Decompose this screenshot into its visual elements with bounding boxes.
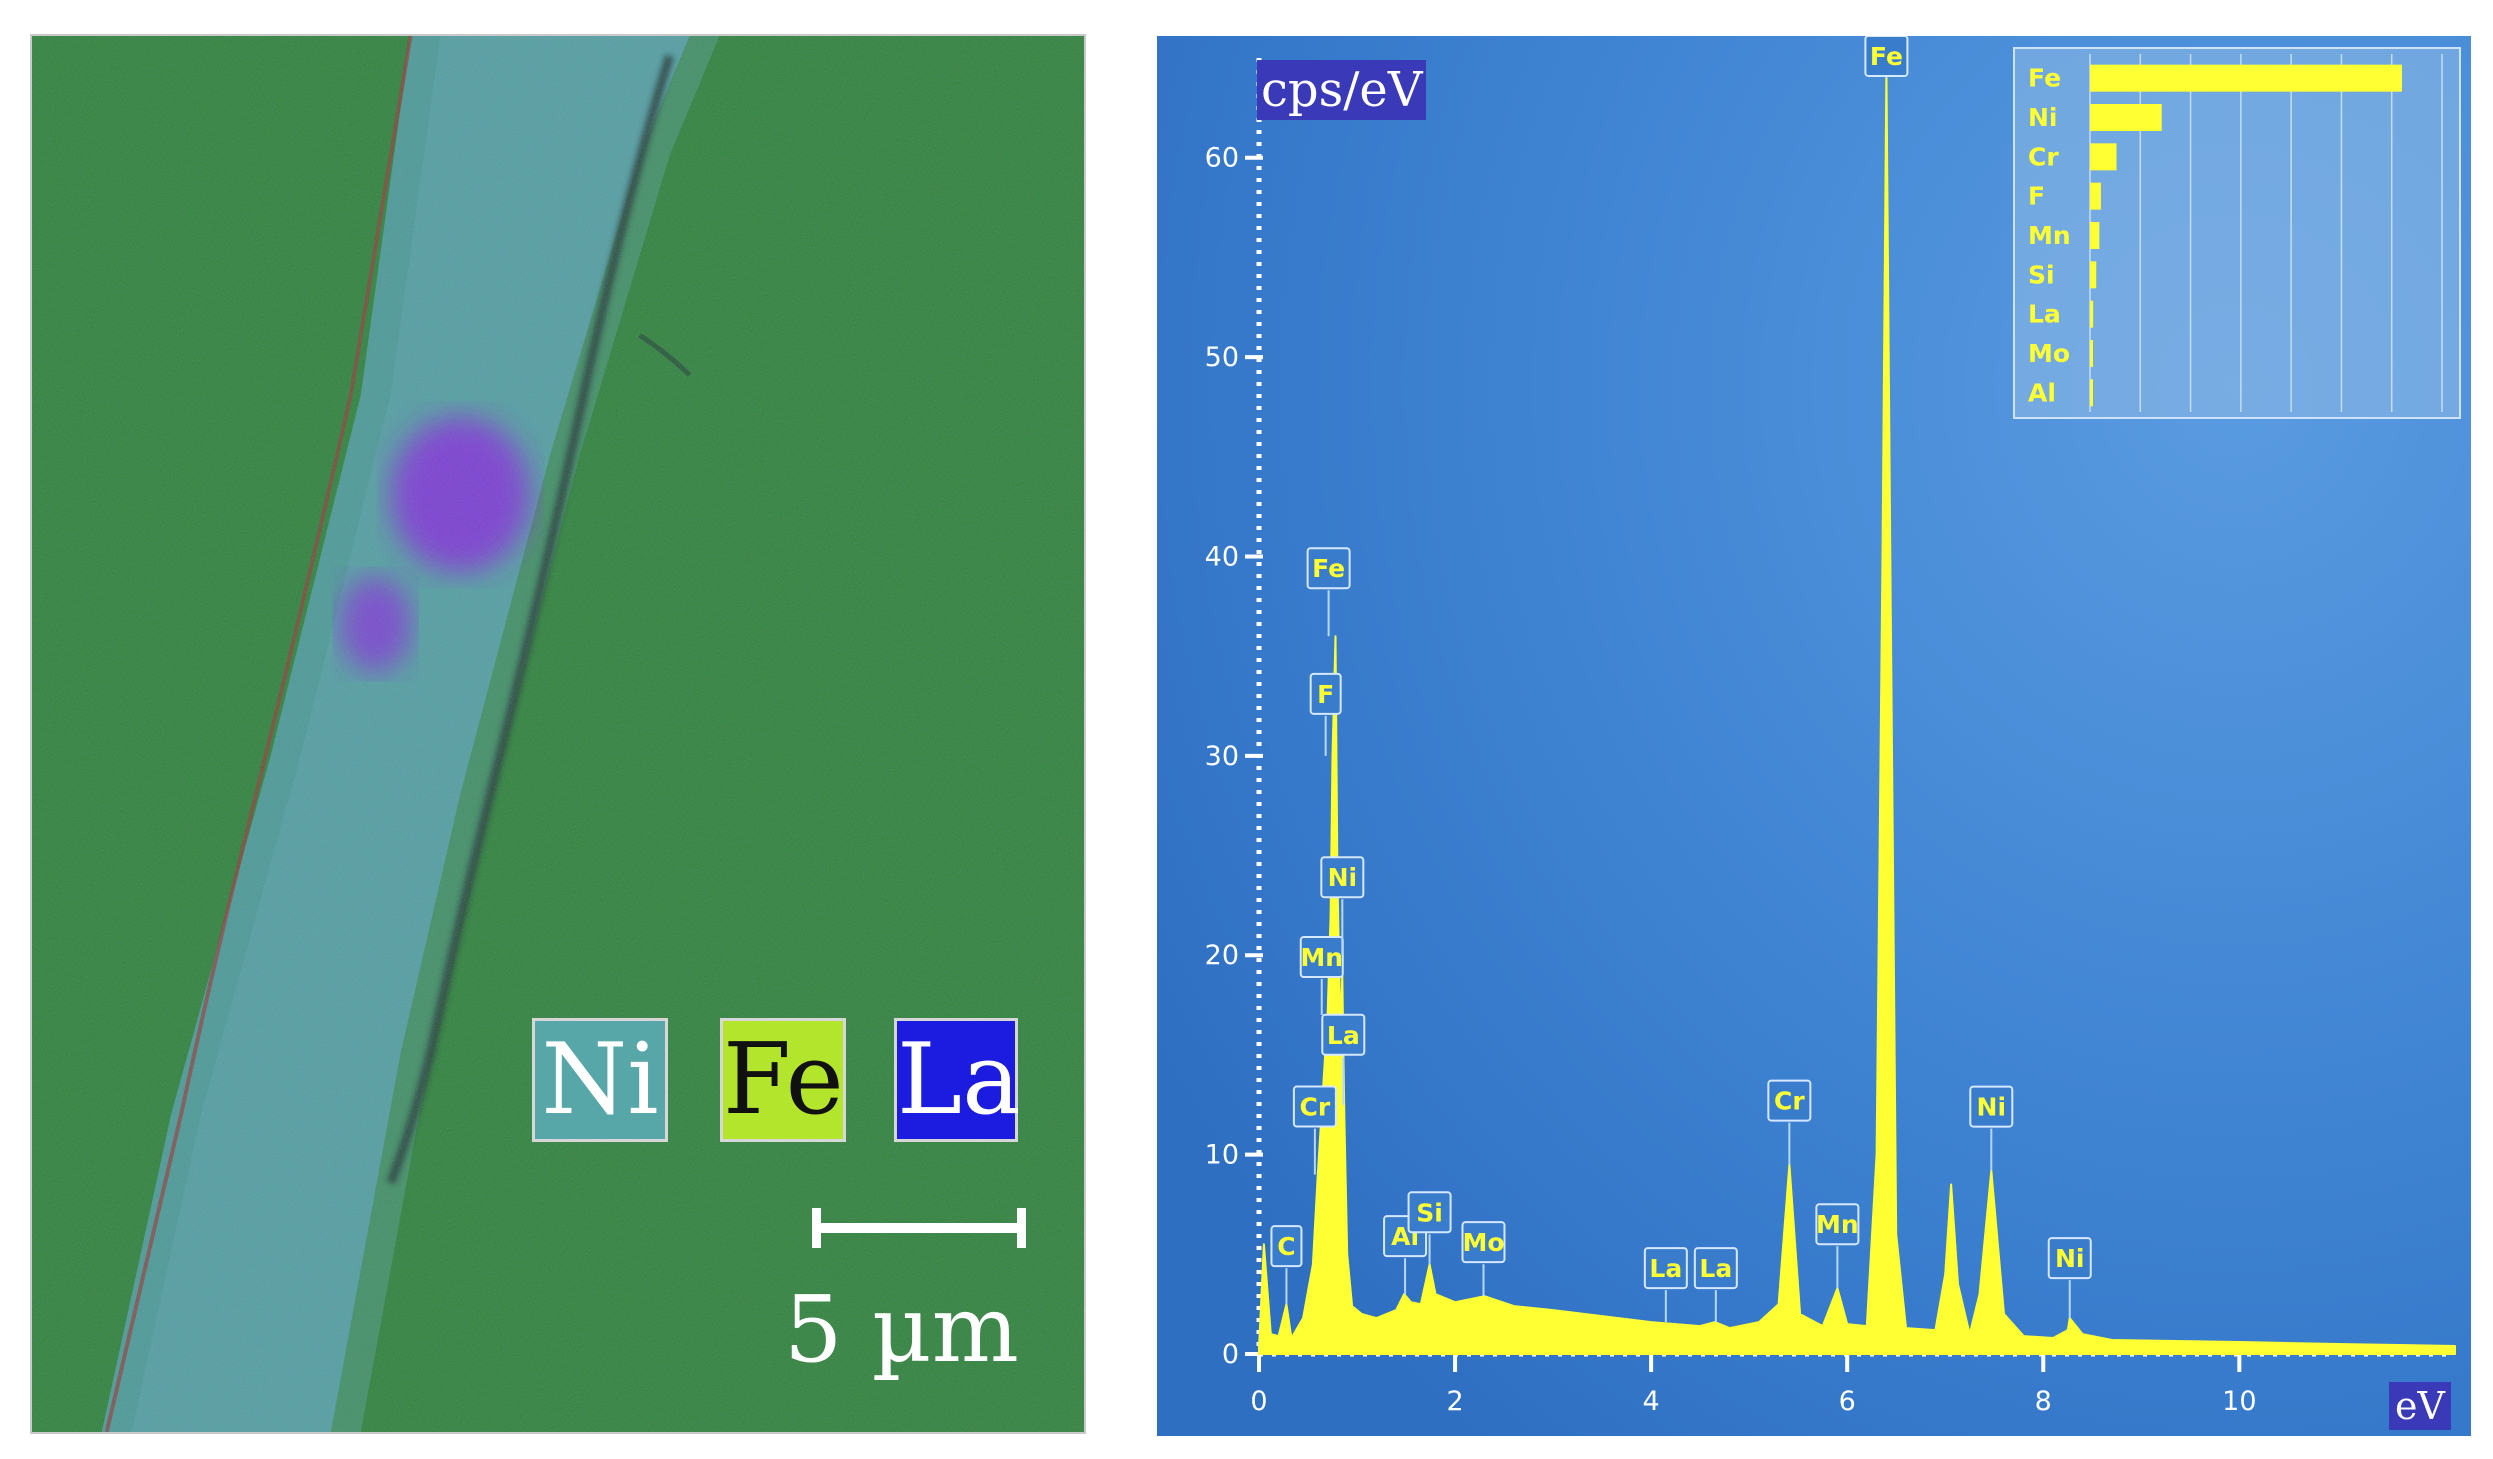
svg-text:La: La bbox=[1649, 1254, 1682, 1283]
peak-label-c: C bbox=[1270, 1225, 1303, 1305]
y-tick-label: 40 bbox=[1205, 541, 1239, 572]
eds-spectrum-chart: 0 10 20 30 40 50 60 0 2 4 6 8 10 C Cr Mn La Ni F Fe Al Si Mo L… bbox=[1157, 36, 2471, 1436]
peak-label-la: La bbox=[1693, 1247, 1738, 1323]
composition-inset bbox=[2013, 47, 2461, 419]
y-tick-label: 10 bbox=[1205, 1140, 1239, 1171]
svg-text:Cr: Cr bbox=[1774, 1087, 1805, 1116]
composition-bar-al: Al bbox=[2028, 378, 2093, 407]
y-tick-label: 20 bbox=[1205, 940, 1239, 971]
svg-text:Si: Si bbox=[1416, 1198, 1443, 1227]
svg-text:Ni: Ni bbox=[1328, 863, 1358, 892]
svg-text:Fe: Fe bbox=[2028, 64, 2061, 93]
peak-label-mo: Mo bbox=[1461, 1221, 1506, 1297]
svg-text:Cr: Cr bbox=[1300, 1093, 1331, 1122]
elemental-map: Ni Fe La 5 µm bbox=[30, 34, 1086, 1434]
x-tick-label: 0 bbox=[1250, 1386, 1267, 1417]
scale-bar-label: 5 µm bbox=[784, 1276, 1019, 1383]
svg-text:Ni: Ni bbox=[1977, 1093, 2007, 1122]
peak-label-f: F bbox=[1309, 672, 1342, 756]
composition-bar-si: Si bbox=[2028, 260, 2097, 289]
x-tick-label: 6 bbox=[1839, 1386, 1856, 1417]
peak-label-fe: Fe bbox=[1864, 36, 1909, 78]
svg-text:F: F bbox=[1317, 680, 1334, 709]
svg-text:Mn: Mn bbox=[1300, 943, 1343, 972]
y-tick-label: 0 bbox=[1222, 1339, 1239, 1370]
elemental-map-image bbox=[32, 36, 1084, 1432]
svg-text:Mo: Mo bbox=[2028, 339, 2070, 368]
svg-text:Al: Al bbox=[2028, 378, 2056, 407]
peak-label-ni: Ni bbox=[2047, 1237, 2092, 1319]
y-tick-label: 30 bbox=[1205, 741, 1239, 772]
peak-label-cr: Cr bbox=[1292, 1085, 1337, 1175]
svg-text:Mn: Mn bbox=[2028, 221, 2071, 250]
y-tick-label: 60 bbox=[1205, 143, 1239, 174]
composition-bar-la: La bbox=[2028, 300, 2094, 329]
composition-bar-ni: Ni bbox=[2028, 103, 2162, 132]
y-tick-label: 50 bbox=[1205, 342, 1239, 373]
peak-label-cr: Cr bbox=[1767, 1079, 1812, 1165]
composition-bar-mn: Mn bbox=[2028, 221, 2100, 250]
svg-text:La: La bbox=[1699, 1254, 1732, 1283]
legend-chip-ni: Ni bbox=[532, 1018, 668, 1142]
svg-text:Si: Si bbox=[2028, 260, 2055, 289]
peak-label-la: La bbox=[1643, 1247, 1688, 1323]
composition-bar-mo: Mo bbox=[2028, 339, 2093, 368]
x-tick-label: 8 bbox=[2035, 1386, 2052, 1417]
x-tick-label: 2 bbox=[1446, 1386, 1463, 1417]
legend-chip-la: La bbox=[894, 1018, 1021, 1142]
svg-text:Ni: Ni bbox=[2055, 1244, 2085, 1273]
peak-label-ni: Ni bbox=[1320, 856, 1365, 956]
x-tick-label: 10 bbox=[2222, 1386, 2256, 1417]
svg-text:Ni: Ni bbox=[2028, 103, 2058, 132]
spectrum-plot: 0 10 20 30 40 50 60 0 2 4 6 8 10 C Cr Mn La Ni F Fe Al Si Mo L… bbox=[1157, 36, 2471, 1436]
svg-text:La: La bbox=[1327, 1021, 1360, 1050]
svg-text:La: La bbox=[2028, 300, 2061, 329]
peak-label-ni: Ni bbox=[1969, 1085, 2014, 1171]
svg-text:Fe: Fe bbox=[1870, 42, 1903, 71]
x-tick-label: 4 bbox=[1643, 1386, 1660, 1417]
y-axis-unit-label: cps/eV bbox=[1257, 60, 1427, 120]
peak-label-si: Si bbox=[1407, 1191, 1452, 1265]
peak-label-mn: Mn bbox=[1815, 1203, 1860, 1289]
x-axis-unit-label: eV bbox=[2389, 1382, 2451, 1430]
svg-text:Cr: Cr bbox=[2028, 142, 2059, 171]
scale-bar bbox=[812, 1208, 1026, 1248]
svg-text:C: C bbox=[1277, 1232, 1295, 1261]
svg-text:Mo: Mo bbox=[1462, 1228, 1504, 1257]
peak-label-la: La bbox=[1321, 1013, 1366, 1105]
svg-text:F: F bbox=[2028, 182, 2045, 211]
composition-bar-fe: Fe bbox=[2028, 64, 2402, 93]
svg-text:Fe: Fe bbox=[1312, 554, 1345, 583]
legend-chip-fe: Fe bbox=[720, 1018, 846, 1142]
composition-bar-f: F bbox=[2028, 182, 2101, 211]
svg-text:Mn: Mn bbox=[1816, 1210, 1859, 1239]
peak-label-fe: Fe bbox=[1306, 547, 1351, 637]
peak-label-mn: Mn bbox=[1299, 936, 1344, 1016]
composition-bar-cr: Cr bbox=[2028, 142, 2117, 171]
